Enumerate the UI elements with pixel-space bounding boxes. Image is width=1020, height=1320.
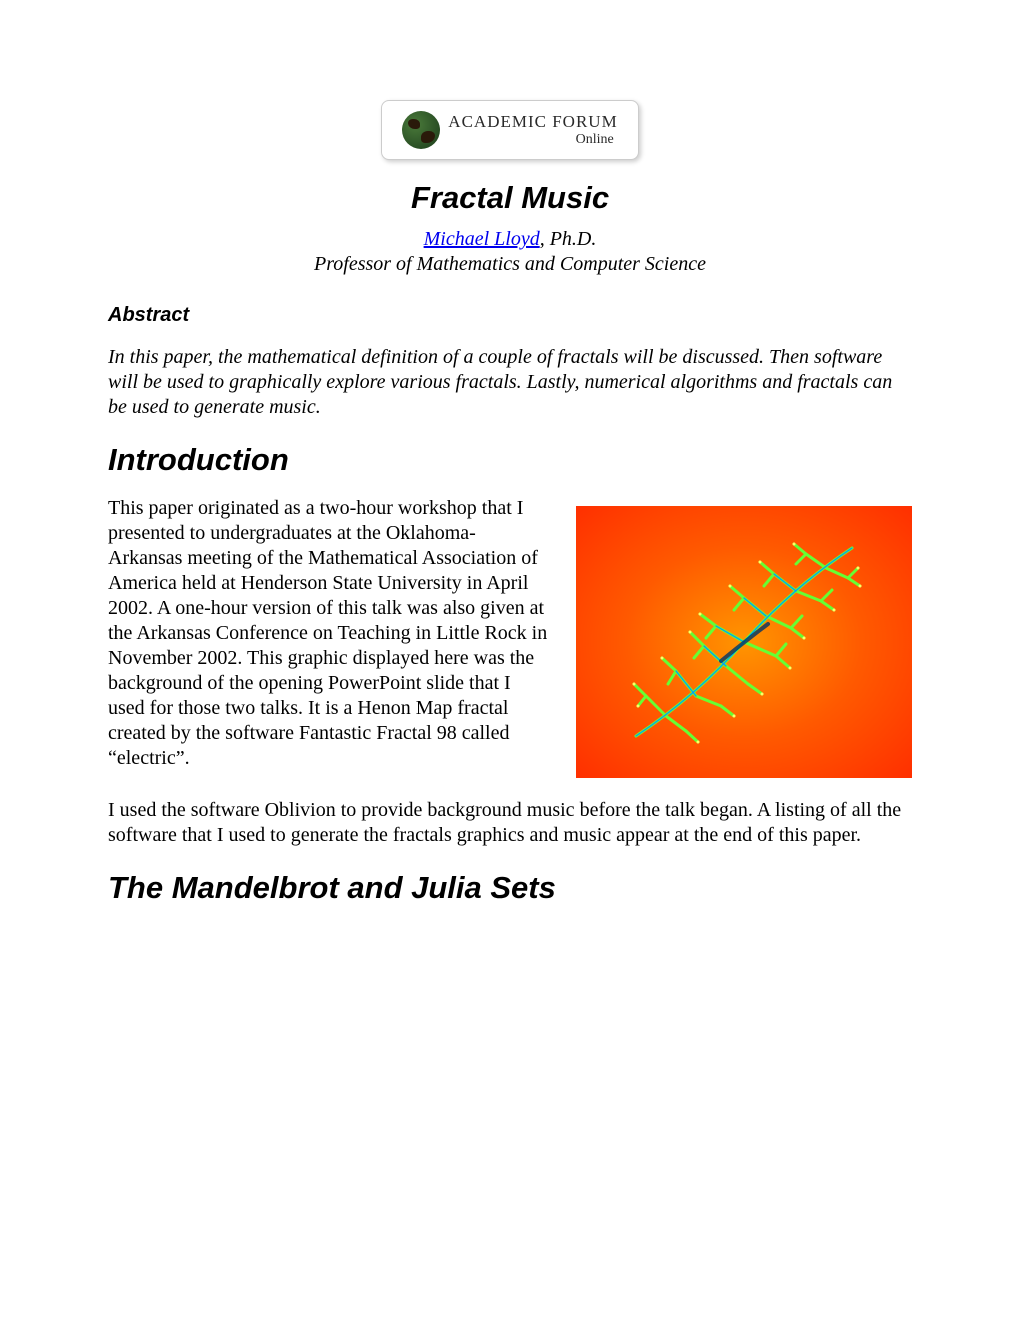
section-introduction-heading: Introduction <box>108 442 912 478</box>
logo-sub-text: Online <box>576 132 614 148</box>
logo-main-text: ACADEMIC FORUM <box>448 112 617 132</box>
fractal-figure <box>576 506 912 778</box>
logo-container: ACADEMIC FORUM Online <box>108 100 912 160</box>
logo-inner: ACADEMIC FORUM Online <box>402 111 617 149</box>
author-link[interactable]: Michael Lloyd <box>424 228 540 250</box>
site-logo: ACADEMIC FORUM Online <box>381 100 638 160</box>
author-suffix: , Ph.D. <box>540 228 597 250</box>
introduction-row: This paper originated as a two-hour work… <box>108 496 912 778</box>
introduction-paragraph-1: This paper originated as a two-hour work… <box>108 496 548 771</box>
page-container: ACADEMIC FORUM Online Fractal Music Mich… <box>0 0 1020 964</box>
introduction-paragraph-2: I used the software Oblivion to provide … <box>108 798 912 848</box>
abstract-text: In this paper, the mathematical definiti… <box>108 345 912 420</box>
section-mandelbrot-heading: The Mandelbrot and Julia Sets <box>108 870 912 906</box>
fractal-svg <box>576 506 912 778</box>
author-affiliation: Professor of Mathematics and Computer Sc… <box>108 253 912 276</box>
author-byline: Michael Lloyd, Ph.D. <box>108 228 912 251</box>
globe-icon <box>402 111 440 149</box>
abstract-heading: Abstract <box>108 304 912 327</box>
paper-title: Fractal Music <box>108 180 912 216</box>
logo-text-block: ACADEMIC FORUM Online <box>448 112 617 148</box>
